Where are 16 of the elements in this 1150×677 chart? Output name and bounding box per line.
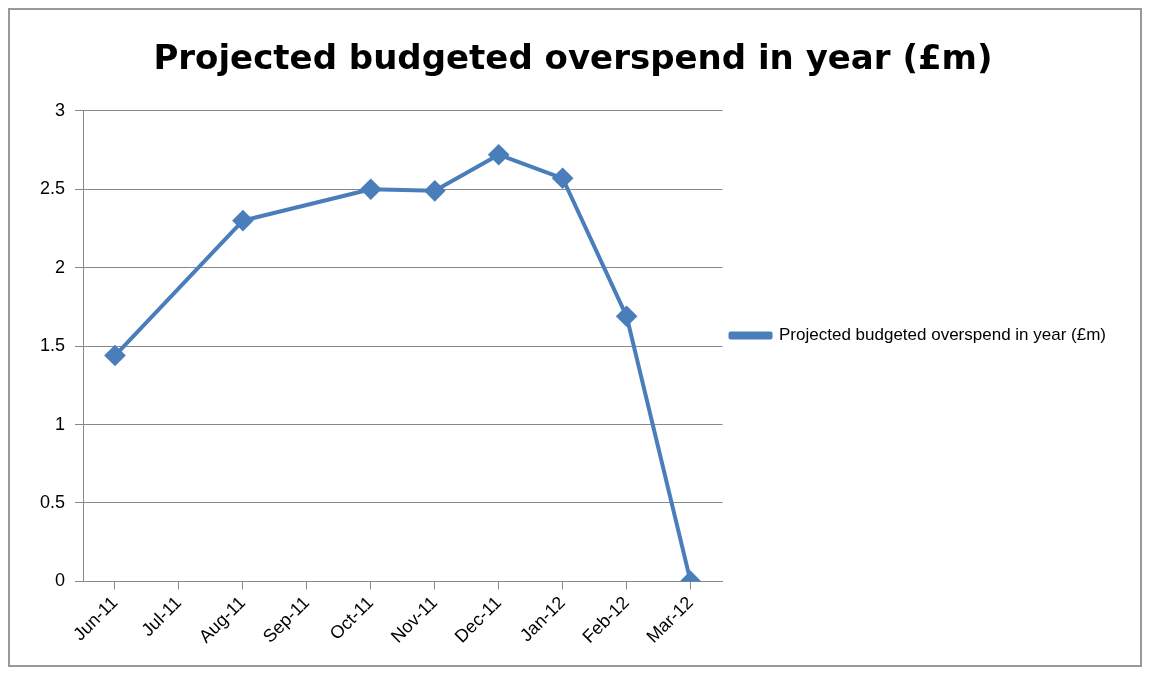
y-tick-label: 2.5	[39, 178, 66, 199]
point	[488, 144, 509, 165]
point	[616, 306, 637, 327]
y-tick-label: 2	[55, 256, 66, 277]
point	[424, 180, 445, 201]
point	[552, 168, 573, 189]
point	[232, 210, 253, 231]
y-tick-label: 3	[55, 99, 66, 120]
y-tick-label: 1	[55, 413, 66, 434]
legend-label: Projected budgeted overspend in year (£m)	[779, 325, 1106, 345]
point	[360, 179, 381, 200]
y-tick-label: 0.5	[39, 491, 66, 512]
point	[105, 345, 125, 366]
chart-title: Projected budgeted overspend in year (£m)	[153, 37, 993, 78]
y-tick-label: 1.5	[39, 335, 66, 356]
y-tick-label: 0	[55, 570, 66, 591]
